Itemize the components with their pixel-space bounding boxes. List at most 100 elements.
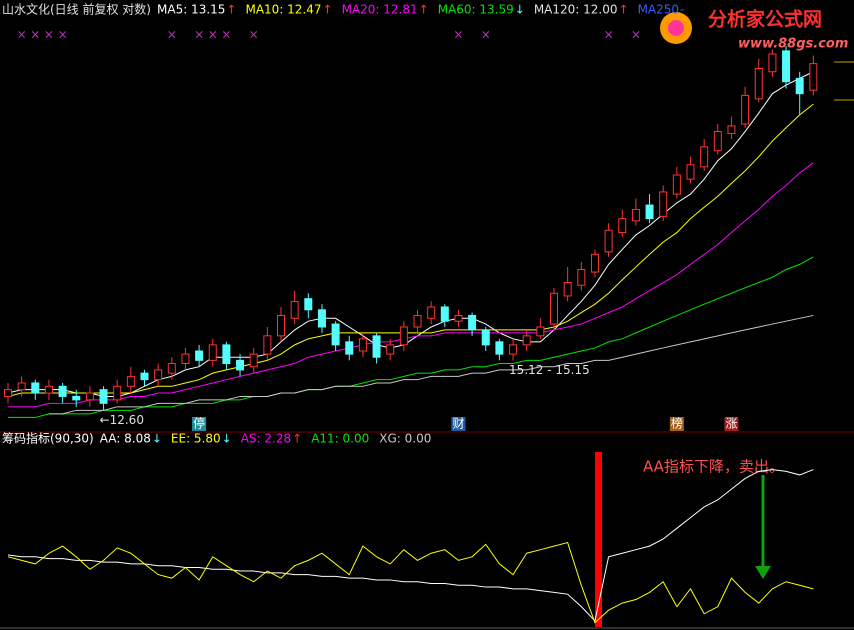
indicator-arrow: ↑ <box>419 3 429 17</box>
candle-body <box>481 329 490 346</box>
indicator-arrow: ↑ <box>619 3 629 17</box>
candle-body <box>58 385 67 397</box>
indicator-arrow: ↓ <box>222 432 232 446</box>
candle-body <box>263 335 272 355</box>
indicator-value: MA120: 12.00 <box>534 3 618 17</box>
event-tag-bg <box>669 417 684 431</box>
indicator-value: A11: 0.00 <box>311 432 369 446</box>
marker: × <box>249 28 259 42</box>
header: 山水文化(日线 前复权 对数) <box>2 2 151 17</box>
event-tag-bg <box>724 417 739 431</box>
candle-body <box>509 344 518 355</box>
candle-body <box>454 314 463 322</box>
candle-body <box>495 341 504 355</box>
candle-body <box>222 344 231 365</box>
marker: × <box>44 28 54 42</box>
candle-body <box>44 385 53 394</box>
candle-body <box>358 338 367 352</box>
candle-body <box>277 314 285 337</box>
candle-body <box>140 372 149 381</box>
candle-body <box>700 146 709 168</box>
indicator-value: MA5: 13.15 <box>157 3 225 17</box>
marker: × <box>30 28 40 42</box>
candle-body <box>536 326 545 337</box>
series-line <box>7 469 814 622</box>
candle-body <box>782 50 791 83</box>
indicator-arrow: ↑ <box>292 432 302 446</box>
candle-body <box>427 306 436 319</box>
indicator-value: XG: 0.00 <box>379 432 431 446</box>
candle-body <box>72 395 81 401</box>
candle-body <box>577 268 586 286</box>
indicator-arrow: ↑ <box>226 3 236 17</box>
candle-body <box>331 323 340 346</box>
indicator-arrow: - <box>680 3 684 17</box>
candle-body <box>754 67 763 100</box>
candle-body <box>795 77 804 95</box>
candle-body <box>154 369 163 381</box>
logo-icon <box>668 20 684 36</box>
candle-body <box>208 344 217 361</box>
event-tag: 榜 <box>671 416 683 431</box>
marker: × <box>604 28 614 42</box>
indicator-value: MA10: 12.47 <box>245 3 321 17</box>
candle-body <box>659 191 668 217</box>
event-tag-bg <box>451 417 466 431</box>
candle-body <box>372 335 381 358</box>
price-annotation: 15.12 - 15.15 <box>509 363 590 377</box>
candle-body <box>126 375 135 387</box>
event-tag: 财 <box>452 417 464 431</box>
candle-body <box>167 363 176 374</box>
series-line <box>8 162 814 408</box>
candle-body <box>645 204 654 220</box>
logo-name: 分析家公式网 <box>708 8 822 31</box>
series-line <box>7 541 814 624</box>
candle-body <box>768 53 777 73</box>
series-line <box>7 103 814 397</box>
candle-body <box>31 382 40 394</box>
candle-body <box>345 341 354 355</box>
candle-body <box>317 309 326 328</box>
candle-body <box>249 353 258 368</box>
candle-body <box>631 209 640 222</box>
marker: × <box>481 28 491 42</box>
marker: × <box>17 28 27 42</box>
candle-body <box>304 298 313 311</box>
candle-body <box>727 125 736 134</box>
marker: × <box>221 28 231 42</box>
marker: × <box>58 28 68 42</box>
candle-body <box>181 353 190 365</box>
indicator-value: MA60: 13.59 <box>438 3 514 17</box>
indicator-value: AS: 2.28 <box>241 432 291 446</box>
candle-body <box>4 389 12 397</box>
candle-body <box>440 306 449 322</box>
candle-body <box>290 300 299 319</box>
candle-body <box>99 389 108 404</box>
series-line <box>8 256 814 418</box>
candle-body <box>399 326 408 346</box>
candle-body <box>713 131 722 152</box>
candle-body <box>85 392 94 401</box>
signal-arrow-head <box>755 566 771 579</box>
event-tag: 涨 <box>725 416 737 431</box>
candle-body <box>522 335 531 346</box>
marker: × <box>208 28 218 42</box>
indicator-value: EE: 5.80 <box>171 432 221 446</box>
indicator-arrow: ↑ <box>323 3 333 17</box>
signal-bar <box>595 452 602 627</box>
candle-body <box>618 218 627 234</box>
series-line <box>7 71 814 397</box>
marker: × <box>194 28 204 42</box>
candle-body <box>386 344 395 355</box>
marker: × <box>631 28 641 42</box>
candle-body <box>17 382 26 391</box>
candle-body <box>113 385 122 401</box>
candle-body <box>563 282 572 297</box>
indicator-title: 筹码指标(90,30) <box>2 431 94 446</box>
price-annotation: ←12.60 <box>100 413 144 427</box>
annotation: AA指标下降，卖出。 <box>643 458 784 476</box>
candle-body <box>604 229 613 253</box>
marker: × <box>453 28 463 42</box>
